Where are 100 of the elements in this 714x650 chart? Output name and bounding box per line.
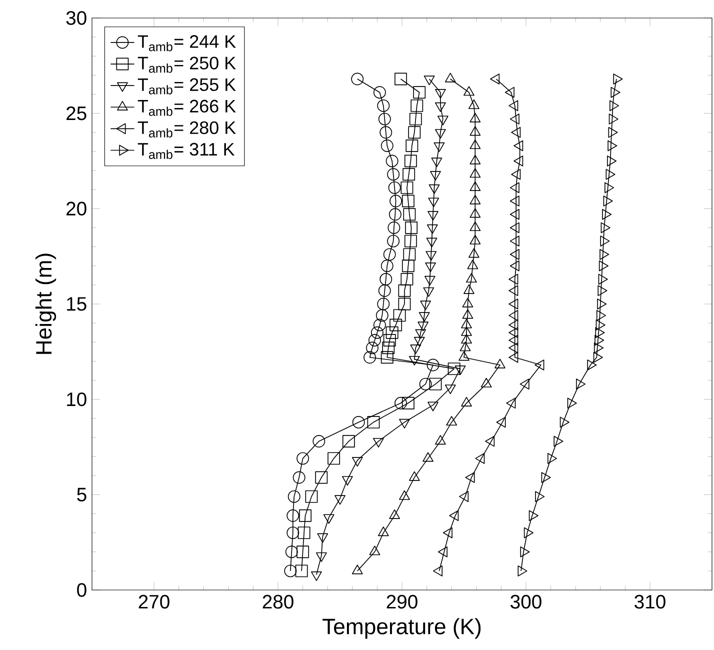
point [409,112,422,126]
point [446,416,458,426]
point [468,99,480,110]
point [367,416,380,428]
point [380,140,394,152]
point [369,546,380,556]
point [470,140,481,150]
point [461,334,472,344]
point [370,326,384,339]
point [352,416,365,428]
point [387,234,400,248]
point [364,351,376,364]
point [376,309,388,322]
point [560,416,570,428]
point [402,168,416,181]
point [404,234,417,248]
point [520,546,530,558]
point [298,526,310,540]
point [470,126,481,136]
point [403,208,416,221]
point [613,74,623,84]
point [286,526,300,540]
point [295,564,308,578]
point [377,298,390,310]
point [524,527,534,538]
point [388,222,400,234]
point [352,564,363,574]
point [386,154,398,168]
point [600,236,610,247]
point [466,272,477,283]
legend-label: T$_{amb}$= 266 K [138,100,236,116]
point [408,126,421,139]
point [470,168,481,178]
point [468,248,480,258]
point [424,276,436,286]
point [470,154,481,164]
point [398,284,411,297]
point [372,438,384,448]
point [284,564,297,578]
x-tick-label: 290 [386,594,418,609]
point [444,72,456,82]
point [296,452,310,465]
point [387,168,400,181]
point [286,509,300,522]
point [600,222,610,234]
point [402,260,414,272]
point [480,378,492,388]
point [403,248,416,261]
point [386,326,398,339]
point [494,358,506,368]
point [596,320,606,330]
point [587,360,597,370]
point [419,378,432,390]
point [351,72,364,86]
point [378,284,391,297]
point [608,126,618,138]
point [470,234,481,244]
point [458,351,470,361]
point [414,336,425,346]
point [383,248,396,261]
point [448,362,460,376]
point [404,154,417,168]
point [598,260,608,272]
point [470,222,481,232]
point [388,181,401,194]
point [593,352,603,363]
point [390,318,402,332]
point [567,398,577,409]
point [373,318,386,332]
point [368,334,381,346]
point [461,318,472,328]
point [554,436,564,447]
point [413,86,426,99]
point [597,298,607,310]
point [606,156,617,166]
point [462,309,474,319]
y-tick-label: 0 [77,583,86,597]
legend-label: T$_{amb}$= 244 K [138,35,236,52]
point [288,490,300,503]
point [594,334,604,346]
point [399,418,410,428]
point [328,452,340,465]
point [402,396,414,410]
point [373,86,386,99]
point [316,552,327,562]
point [408,471,420,481]
y-tick-label: 10 [67,392,86,406]
y-tick-label: 30 [66,11,86,25]
point [380,260,394,272]
point [299,509,312,522]
point [406,140,418,152]
point [400,181,414,194]
point [462,298,474,308]
point [470,112,481,122]
point [464,86,474,96]
point [603,196,613,206]
x-tick-label: 310 [634,594,666,609]
point [464,284,474,294]
point [342,435,355,448]
point [596,310,606,321]
